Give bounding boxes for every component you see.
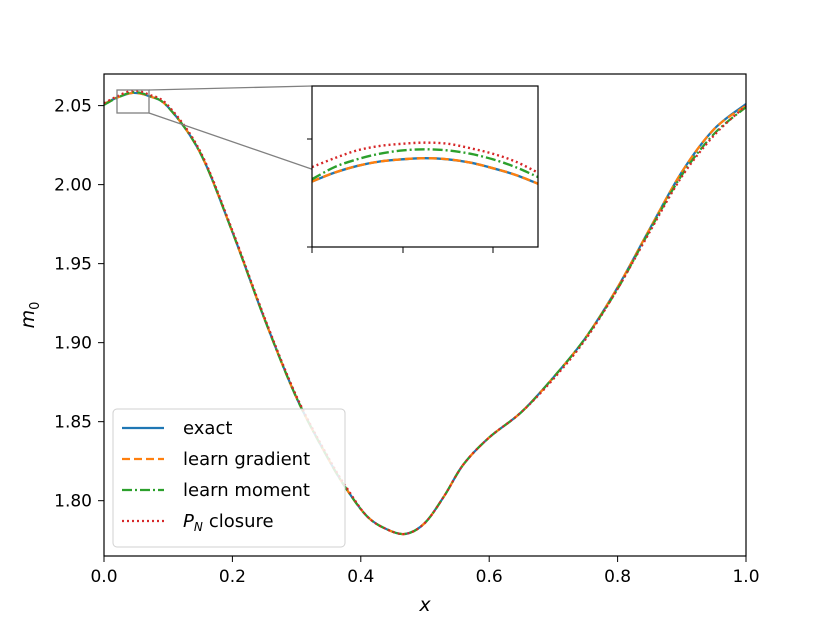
x-axis-label: x	[418, 594, 431, 616]
legend-label-learn-moment: learn moment	[183, 480, 310, 501]
inset-series-line-learn-gradient	[311, 156, 539, 185]
y-tick-label: 1.85	[54, 413, 92, 433]
y-tick-label: 2.05	[54, 97, 92, 117]
main-axes-frame	[103, 73, 747, 557]
inset-plot-lines	[311, 141, 539, 185]
legend-label-learn-gradient: learn gradient	[183, 449, 310, 470]
y-tick-label: 1.95	[54, 255, 92, 275]
x-tick-label: 0.4	[347, 567, 374, 587]
inset-series-line-closure	[311, 141, 539, 174]
legend-label-exact: exact	[183, 418, 232, 439]
series-line-learn-gradient	[103, 91, 747, 536]
legend: exact learn gradient learn moment PN clos…	[112, 408, 346, 548]
y-axis-ticks: 1.80 1.85 1.90 1.95 2.00 2.05	[54, 97, 104, 512]
x-tick-label: 0.8	[604, 567, 631, 587]
zoom-connector-top	[148, 85, 313, 91]
x-tick-label: 1.0	[732, 567, 759, 587]
legend-label-pn-closure: PN closure	[183, 511, 274, 534]
y-axis-label: m0	[17, 302, 43, 329]
inset-background	[312, 86, 538, 247]
y-tick-label: 1.90	[54, 334, 92, 354]
y-tick-label: 2.00	[54, 176, 92, 196]
x-tick-label: 0.6	[476, 567, 503, 587]
zoom-region-indicator	[116, 89, 150, 114]
inset-series-line-learn-moment	[311, 148, 539, 181]
legend-box	[112, 408, 346, 548]
x-axis-ticks: 0.0 0.2 0.4 0.6 0.8 1.0	[90, 556, 760, 587]
svg-text:m0: m0	[17, 302, 43, 329]
x-tick-label: 0.2	[219, 567, 246, 587]
y-tick-label: 1.80	[54, 492, 92, 512]
inset-axes-frame	[311, 85, 539, 248]
x-tick-label: 0.0	[90, 567, 117, 587]
main-plot-lines	[103, 89, 747, 536]
